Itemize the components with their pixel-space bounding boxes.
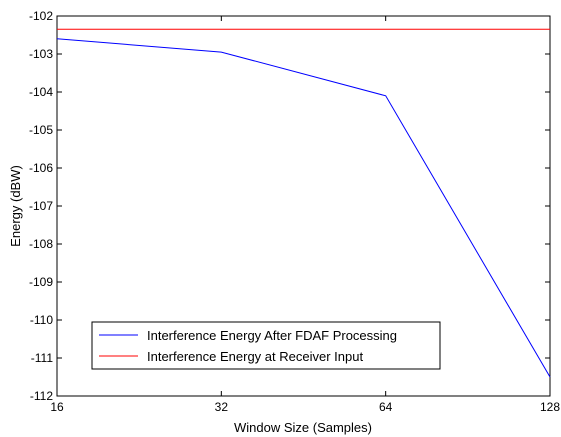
y-axis-ticks: -112 -111 -110 -109 -108 -107 -106 -105 -104 -103…: [29, 9, 550, 403]
y-tick-label: -104: [29, 85, 53, 99]
x-axis-title: Window Size (Samples): [234, 420, 372, 435]
y-tick-label: -107: [29, 199, 53, 213]
legend-label-fdaf: Interference Energy After FDAF Processin…: [147, 328, 397, 343]
y-tick-label: -103: [29, 47, 53, 61]
y-tick-label: -105: [29, 123, 53, 137]
y-tick-label: -109: [29, 275, 53, 289]
legend: Interference Energy After FDAF Processin…: [91, 321, 441, 370]
x-tick-label: 64: [379, 400, 393, 414]
x-axis-ticks: 16 32 64 128: [50, 16, 560, 414]
y-tick-label: -108: [29, 237, 53, 251]
x-tick-label: 128: [540, 400, 560, 414]
y-tick-label: -111: [31, 351, 54, 365]
y-tick-label: -112: [30, 389, 53, 403]
y-tick-label: -110: [30, 313, 53, 327]
series-layer: [56, 28, 551, 378]
series-line-fdaf: [56, 38, 551, 378]
x-tick-label: 16: [50, 400, 64, 414]
x-tick-label: 32: [215, 400, 229, 414]
legend-label-receiver: Interference Energy at Receiver Input: [147, 349, 363, 364]
legend-box: [91, 321, 441, 370]
y-axis-title: Energy (dBW): [8, 165, 23, 247]
y-tick-label: -102: [29, 9, 53, 23]
y-tick-label: -106: [29, 161, 53, 175]
